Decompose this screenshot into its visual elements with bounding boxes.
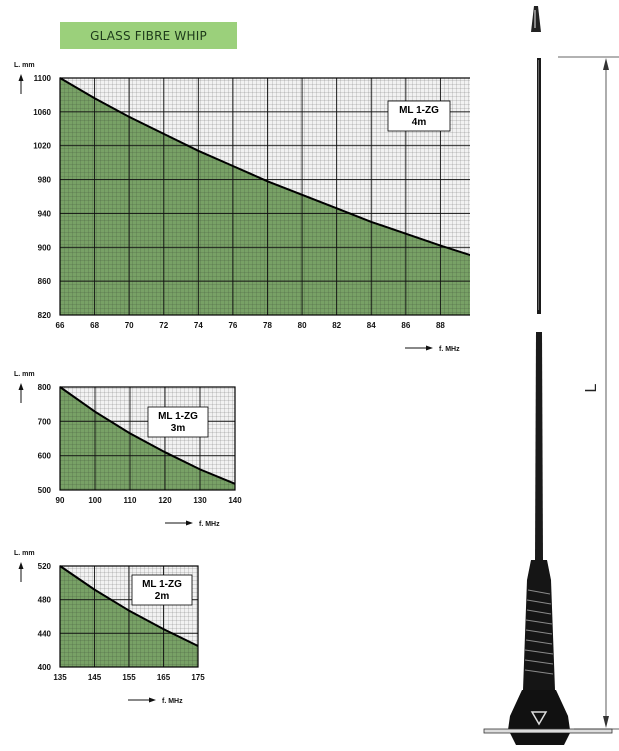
chart2-xlabel: f. MHz bbox=[199, 521, 220, 528]
chart1-xtick-11: 88 bbox=[436, 321, 445, 330]
chart1-ytick-2: 900 bbox=[38, 243, 52, 252]
antenna-lower-rod bbox=[535, 332, 543, 560]
chart1-ytick-4: 980 bbox=[38, 176, 52, 185]
chart1-xtick-3: 72 bbox=[159, 321, 168, 330]
chart3-xlabel: f. MHz bbox=[162, 698, 183, 705]
chart1-xarrow-head bbox=[426, 345, 433, 351]
chart1-ytick-5: 1020 bbox=[33, 142, 51, 151]
chart1-xtick-7: 80 bbox=[298, 321, 307, 330]
chart1-ytick-7: 1100 bbox=[34, 74, 52, 83]
chart1-ylabel: L. mm bbox=[14, 62, 35, 69]
antenna-spring bbox=[523, 560, 555, 690]
chart3-ytick-3: 520 bbox=[38, 562, 52, 571]
chart2-xarrow-head bbox=[186, 520, 193, 526]
chart1-xtick-9: 84 bbox=[367, 321, 376, 330]
antenna-mount-plate bbox=[483, 728, 613, 734]
chart2-curve bbox=[59, 386, 236, 485]
chart1-model-box bbox=[387, 100, 451, 132]
chart2-ytick-3: 800 bbox=[38, 383, 52, 392]
dimension-arrow-bottom bbox=[603, 716, 609, 728]
chart1-xtick-6: 78 bbox=[263, 321, 272, 330]
chart3-frame bbox=[59, 565, 199, 668]
chart2-model-box bbox=[147, 406, 209, 438]
chart1-ytick-1: 860 bbox=[38, 277, 52, 286]
chart2-model-name: ML 1-ZG bbox=[158, 411, 198, 422]
chart2-xtick-5: 140 bbox=[228, 496, 242, 505]
chart2-yarrow-head bbox=[18, 383, 24, 390]
chart1-xtick-1: 68 bbox=[90, 321, 99, 330]
chart2-frame bbox=[59, 386, 236, 491]
chart1-xtick-2: 70 bbox=[125, 321, 134, 330]
chart2-ytick-2: 700 bbox=[38, 417, 52, 426]
chart3-curve bbox=[59, 565, 199, 647]
chart1-ytick-6: 1060 bbox=[33, 108, 51, 117]
chart3-xtick-3: 165 bbox=[157, 673, 171, 682]
chart1-xtick-5: 76 bbox=[228, 321, 237, 330]
chart2-fine-grid bbox=[60, 387, 235, 490]
chart3-model-length: 2m bbox=[155, 591, 170, 602]
chart1-ytick-3: 940 bbox=[38, 209, 52, 218]
chart1-frame bbox=[59, 77, 470, 316]
chart1-curve bbox=[59, 77, 470, 257]
chart2-model-length: 3m bbox=[171, 423, 186, 434]
dimension-label: L bbox=[583, 383, 600, 392]
chart3-model-box bbox=[131, 574, 193, 606]
antenna-illustration: L bbox=[483, 6, 619, 745]
chart3-model-name: ML 1-ZG bbox=[142, 579, 182, 590]
chart2-xtick-2: 110 bbox=[124, 496, 137, 505]
charts-canvas: 66 68 70 72 74 76 78 80 82 84 86 88 90 820 860 900 940 98… bbox=[14, 62, 470, 705]
antenna-base bbox=[508, 690, 570, 730]
chart3-xtick-1: 145 bbox=[88, 673, 102, 682]
chart1-xtick-4: 74 bbox=[194, 321, 203, 330]
chart3-xtick-0: 135 bbox=[53, 673, 67, 682]
chart3-yarrow-head bbox=[18, 562, 24, 569]
chart1-xtick-0: 66 bbox=[56, 321, 65, 330]
chart3-xtick-2: 155 bbox=[122, 673, 136, 682]
dimension-arrow-top bbox=[603, 58, 609, 70]
chart2-ylabel: L. mm bbox=[14, 371, 35, 378]
chart1-yarrow-head bbox=[18, 74, 24, 81]
chart3-xtick-4: 175 bbox=[191, 673, 205, 682]
antenna-base-triangle bbox=[530, 711, 548, 726]
chart2-ytick-0: 500 bbox=[38, 486, 52, 495]
chart3-ytick-2: 480 bbox=[38, 596, 52, 605]
chart1-ytick-0: 820 bbox=[38, 311, 52, 320]
chart2-xtick-0: 90 bbox=[56, 496, 65, 505]
chart1-xlabel: f. MHz bbox=[439, 346, 460, 353]
chart3-ytick-1: 440 bbox=[38, 629, 52, 638]
chart2-xtick-1: 100 bbox=[88, 496, 102, 505]
chart2-xtick-4: 130 bbox=[193, 496, 207, 505]
chart1-model-name: ML 1-ZG bbox=[399, 105, 439, 116]
chart2-xtick-3: 120 bbox=[158, 496, 172, 505]
chart3-xarrow-head bbox=[149, 697, 156, 703]
chart1-xtick-10: 86 bbox=[401, 321, 410, 330]
antenna-tip-highlight bbox=[534, 10, 536, 28]
chart1-xtick-8: 82 bbox=[332, 321, 341, 330]
title-text: GLASS FIBRE WHIP bbox=[90, 28, 207, 43]
title-banner: GLASS FIBRE WHIP bbox=[60, 22, 237, 49]
chart3-ytick-0: 400 bbox=[38, 663, 52, 672]
chart2-ytick-1: 600 bbox=[38, 452, 52, 461]
chart1-model-length: 4m bbox=[412, 117, 427, 128]
antenna-coil-lines bbox=[524, 589, 554, 675]
chart3-ylabel: L. mm bbox=[14, 550, 35, 557]
